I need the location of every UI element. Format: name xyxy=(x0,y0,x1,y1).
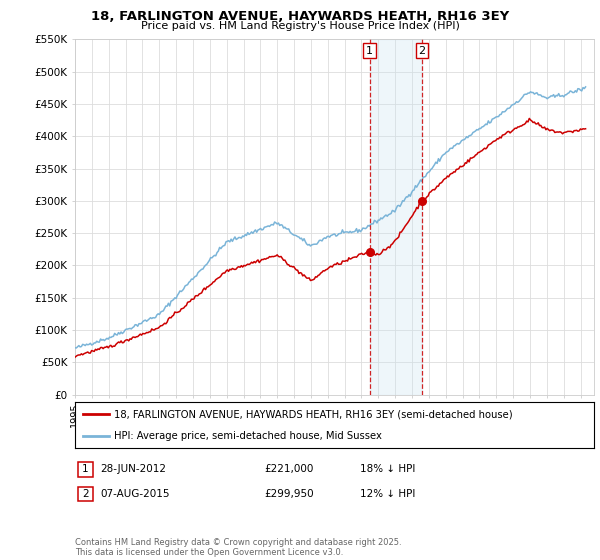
Text: 2: 2 xyxy=(82,489,89,499)
Text: £299,950: £299,950 xyxy=(264,489,314,499)
Text: Contains HM Land Registry data © Crown copyright and database right 2025.
This d: Contains HM Land Registry data © Crown c… xyxy=(75,538,401,557)
Text: 18% ↓ HPI: 18% ↓ HPI xyxy=(360,464,415,474)
Text: 07-AUG-2015: 07-AUG-2015 xyxy=(100,489,170,499)
Text: 1: 1 xyxy=(82,464,89,474)
Bar xyxy=(370,39,422,395)
Text: 2: 2 xyxy=(419,46,425,55)
Text: 18, FARLINGTON AVENUE, HAYWARDS HEATH, RH16 3EY: 18, FARLINGTON AVENUE, HAYWARDS HEATH, R… xyxy=(91,10,509,23)
Text: 18, FARLINGTON AVENUE, HAYWARDS HEATH, RH16 3EY (semi-detached house): 18, FARLINGTON AVENUE, HAYWARDS HEATH, R… xyxy=(114,409,512,419)
Text: HPI: Average price, semi-detached house, Mid Sussex: HPI: Average price, semi-detached house,… xyxy=(114,431,382,441)
Text: 12% ↓ HPI: 12% ↓ HPI xyxy=(360,489,415,499)
Text: 1: 1 xyxy=(366,46,373,55)
Text: £221,000: £221,000 xyxy=(264,464,313,474)
Text: Price paid vs. HM Land Registry's House Price Index (HPI): Price paid vs. HM Land Registry's House … xyxy=(140,21,460,31)
Text: 28-JUN-2012: 28-JUN-2012 xyxy=(100,464,166,474)
